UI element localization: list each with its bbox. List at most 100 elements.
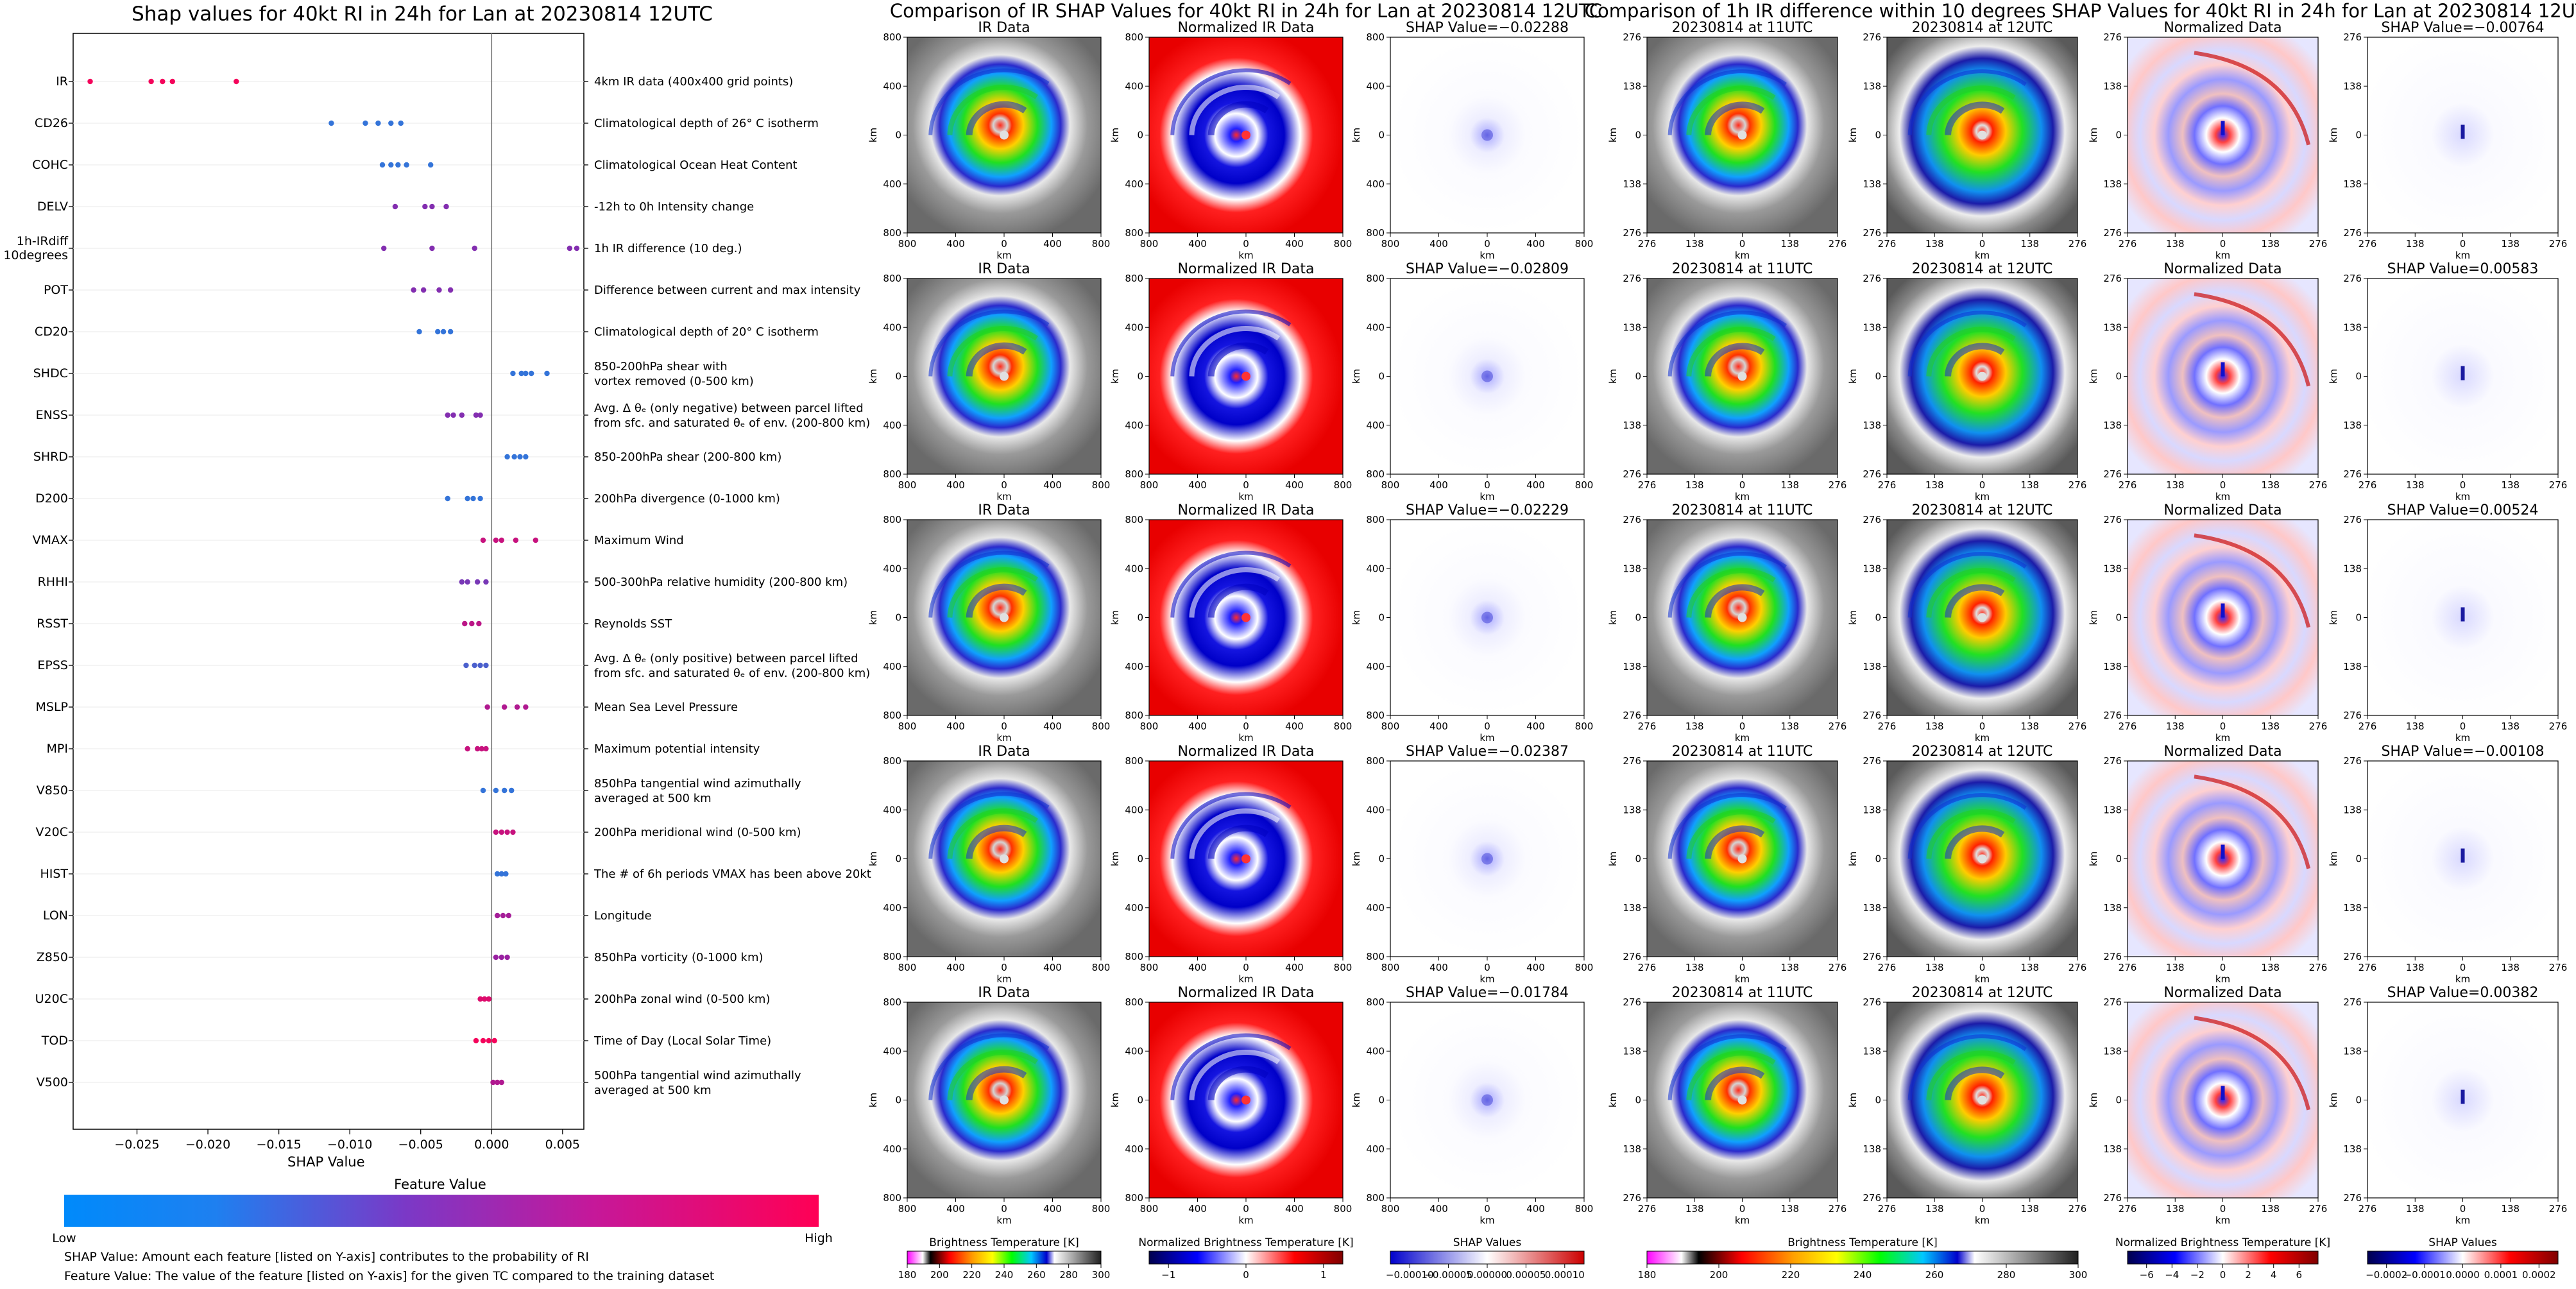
spiral-band bbox=[947, 808, 1038, 859]
x-tick-label: 138 bbox=[2406, 1203, 2425, 1215]
feature-description-label: Difference between current and max inten… bbox=[594, 284, 861, 297]
feature-description-label: 200hPa meridional wind (0-500 km) bbox=[594, 826, 801, 839]
y-tick-label: 0 bbox=[1378, 130, 1385, 141]
colorbar-label: SHAP Values bbox=[2428, 1236, 2497, 1249]
x-axis-label: km bbox=[1480, 973, 1494, 985]
x-tick-label: 0 bbox=[2220, 721, 2226, 732]
shap-point bbox=[517, 454, 523, 460]
y-tick-label: 400 bbox=[883, 80, 901, 92]
y-tick-label: 276 bbox=[2343, 273, 2362, 284]
y-tick-label: 400 bbox=[883, 661, 901, 672]
colorbar-label: Normalized Brightness Temperature [K] bbox=[2115, 1236, 2330, 1249]
y-tick-label: 0 bbox=[1875, 1095, 1881, 1106]
x-tick-label: 138 bbox=[2020, 962, 2039, 973]
spiral-band bbox=[1189, 567, 1280, 618]
y-axis-label: km bbox=[1847, 128, 1859, 142]
spiral-band bbox=[1668, 1034, 1787, 1100]
shap-point bbox=[513, 537, 519, 543]
shap-point bbox=[404, 162, 409, 168]
y-tick-label: 276 bbox=[2103, 1192, 2122, 1204]
y-tick-label: 276 bbox=[1623, 273, 1641, 284]
x-axis-label: km bbox=[1975, 491, 1990, 502]
shap-point bbox=[509, 787, 515, 794]
spiral-band bbox=[1945, 825, 2005, 859]
shap-point bbox=[465, 495, 470, 502]
shap-point bbox=[416, 329, 422, 335]
shap-point bbox=[523, 704, 529, 710]
colorbar-tick-label: 200 bbox=[1710, 1269, 1728, 1281]
y-tick-label: 138 bbox=[1863, 804, 1881, 815]
feature-name-label: EPSS bbox=[37, 658, 68, 672]
y-tick-label: 276 bbox=[2343, 31, 2362, 43]
x-tick-label: 0 bbox=[1979, 1203, 1986, 1215]
storm-eye bbox=[1241, 130, 1250, 140]
shap-point bbox=[528, 370, 534, 377]
x-tick-label: 400 bbox=[946, 479, 965, 491]
shap-point bbox=[447, 287, 454, 293]
spiral-band bbox=[1686, 809, 1776, 859]
x-tick-label: 138 bbox=[1685, 1203, 1704, 1215]
y-tick-label: 0 bbox=[1378, 1095, 1385, 1106]
y-tick-label: 400 bbox=[1125, 1045, 1143, 1057]
x-axis-label: km bbox=[2215, 732, 2230, 744]
spiral-band bbox=[1189, 326, 1280, 377]
x-tick-label: 0.000 bbox=[474, 1138, 509, 1152]
y-tick-label: 276 bbox=[1863, 1192, 1881, 1204]
x-tick-label: 138 bbox=[1925, 479, 1944, 491]
feature-name-label: 1h-IRdiff 10degrees bbox=[3, 234, 69, 262]
y-tick-label: 138 bbox=[2103, 178, 2122, 190]
x-tick-label: 400 bbox=[1526, 1203, 1545, 1215]
colorbar-tick-label: 6 bbox=[2296, 1269, 2303, 1281]
x-tick-label: 800 bbox=[1140, 238, 1159, 250]
x-axis-label: km bbox=[1975, 732, 1990, 744]
y-axis-label: km bbox=[867, 610, 879, 625]
y-tick-label: 400 bbox=[883, 178, 901, 190]
x-tick-label: 138 bbox=[2501, 721, 2520, 732]
panel-title: Normalized Data bbox=[2163, 744, 2282, 760]
feature-name-label: CD26 bbox=[35, 116, 68, 130]
y-tick-label: 400 bbox=[1366, 1143, 1385, 1155]
y-tick-label: 0 bbox=[2355, 612, 2362, 624]
image-panel: Normalized Data2762761381380013813827627… bbox=[2088, 261, 2327, 502]
x-tick-label: 800 bbox=[1381, 1203, 1400, 1215]
x-tick-label: 276 bbox=[2068, 1203, 2087, 1215]
x-tick-label: 0 bbox=[1001, 238, 1007, 250]
x-tick-label: 138 bbox=[2020, 479, 2039, 491]
y-tick-label: 800 bbox=[1125, 468, 1143, 480]
feature-description-label: Avg. Δ θₑ (only negative) between parcel… bbox=[594, 402, 870, 430]
y-axis-label: km bbox=[2088, 128, 2099, 142]
shap-center bbox=[1481, 129, 1493, 141]
storm-eye bbox=[1737, 613, 1747, 622]
feature-value-note: Feature Value: The value of the feature … bbox=[64, 1269, 715, 1283]
y-tick-label: 400 bbox=[1125, 420, 1143, 431]
y-tick-label: 800 bbox=[1125, 1192, 1143, 1204]
spiral-band bbox=[947, 1050, 1038, 1100]
x-tick-label: 0 bbox=[1001, 1203, 1007, 1215]
x-tick-label: 800 bbox=[1334, 962, 1352, 973]
x-tick-label: 276 bbox=[2309, 962, 2328, 973]
shap-point bbox=[392, 203, 398, 210]
x-tick-label: 276 bbox=[1829, 721, 1847, 732]
spiral-band bbox=[1926, 568, 2016, 618]
colorbar-tick-label: 240 bbox=[1854, 1269, 1872, 1281]
x-tick-label: 400 bbox=[1429, 238, 1448, 250]
y-axis-label: km bbox=[2328, 610, 2339, 625]
x-axis-label: km bbox=[1238, 250, 1253, 261]
spiral-band bbox=[1926, 85, 2016, 135]
image-panel: Normalized IR Data8008004004000040040080… bbox=[1109, 20, 1352, 261]
x-tick-label: 276 bbox=[2549, 479, 2568, 491]
spiral-band bbox=[1907, 793, 2027, 859]
spiral-band bbox=[928, 309, 1050, 377]
feature-name-label: V850 bbox=[37, 783, 68, 798]
shap-point bbox=[511, 454, 517, 460]
x-tick-label: 276 bbox=[1878, 721, 1897, 732]
x-tick-label: 800 bbox=[1092, 962, 1111, 973]
colorbar-tick-label: −0.00005 bbox=[1424, 1269, 1472, 1281]
spiral-band bbox=[1668, 793, 1787, 859]
colorbar bbox=[1390, 1251, 1585, 1265]
x-tick-label: 276 bbox=[2119, 238, 2137, 250]
colorbar-tick-label: 240 bbox=[995, 1269, 1014, 1281]
feature-name-label: RHHI bbox=[38, 575, 68, 589]
storm-eye bbox=[1977, 613, 1987, 622]
spiral-band bbox=[928, 792, 1050, 859]
